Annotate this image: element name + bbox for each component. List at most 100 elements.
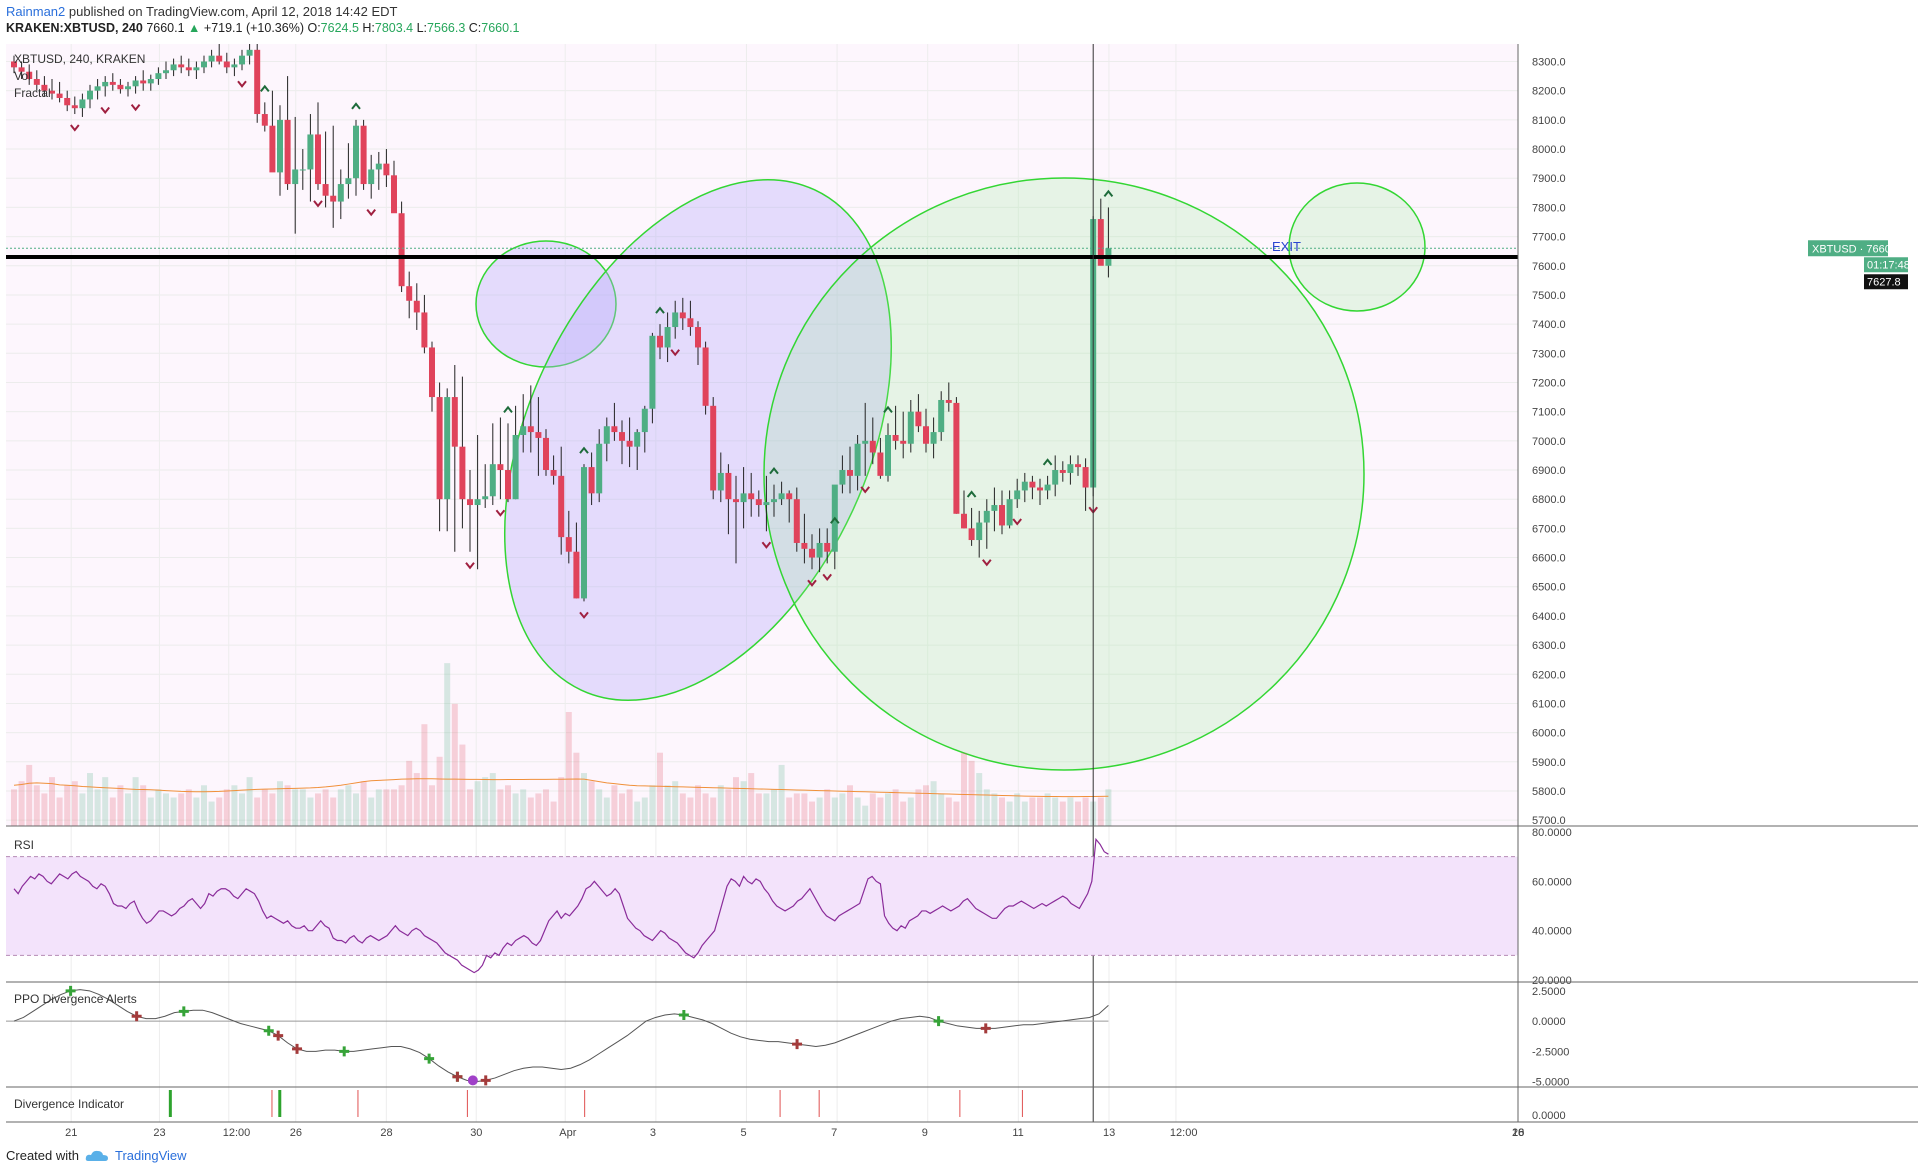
ppo-bullish-cross-icon (263, 1025, 274, 1036)
ppo-bullish-cross-icon (678, 1010, 689, 1021)
price-tick-label: 6000.0 (1532, 728, 1566, 740)
high-value: 7803.4 (374, 21, 414, 35)
candle-body (353, 125, 359, 179)
candle-body (429, 347, 435, 398)
volume-bar (375, 789, 382, 826)
volume-bar (877, 797, 884, 826)
ppo-bullish-cross-icon (424, 1053, 435, 1064)
volume-bar (201, 785, 207, 826)
time-tick-label: 13 (1103, 1127, 1115, 1139)
volume-bar (1029, 797, 1036, 826)
fractal-up-icon (1042, 458, 1053, 466)
volume-bar (436, 756, 443, 826)
candle-body (900, 440, 907, 444)
volume-bar (231, 785, 238, 826)
volume-bar (94, 789, 101, 826)
price-tick-label: 6300.0 (1532, 640, 1566, 652)
candle-body (581, 467, 587, 599)
fractal-down-icon (860, 486, 870, 494)
candle-body (558, 475, 565, 538)
candle-body (641, 408, 648, 433)
candle-body (140, 80, 147, 84)
fractal-up-icon (579, 446, 589, 454)
volume-bar (254, 797, 261, 826)
volume-bar (892, 789, 899, 826)
candle-body (1014, 490, 1021, 500)
candle-body (535, 432, 542, 438)
candle-body (816, 542, 823, 558)
volume-bar (778, 764, 785, 826)
candle-body (1037, 487, 1043, 491)
candle-body (892, 435, 899, 441)
candle-body (109, 81, 116, 85)
volume-bar (763, 793, 770, 826)
volume-bar (687, 797, 694, 826)
candle-body (611, 426, 618, 433)
candle-body (702, 347, 709, 406)
volume-bar (421, 724, 428, 826)
volume-bar (413, 773, 420, 826)
candle-body (885, 435, 891, 476)
volume-bar (497, 789, 504, 826)
time-tick-label: 11 (1012, 1127, 1023, 1139)
author-link[interactable]: Rainman2 (6, 4, 66, 19)
time-tick-label: Apr (559, 1127, 576, 1139)
volume-bar (1082, 797, 1089, 826)
ppo-bearish-cross-icon (131, 1011, 142, 1022)
ppo-tick-label: -2.5000 (1532, 1046, 1569, 1058)
fractal-up-icon (503, 405, 513, 413)
tradingview-cloud-icon (85, 1150, 108, 1161)
candle-body (337, 184, 344, 202)
footer-brand[interactable]: TradingView (114, 1148, 187, 1163)
volume-bar (672, 781, 679, 826)
time-tick-label: 28 (380, 1127, 392, 1139)
candle-body (398, 213, 405, 287)
candle-body (801, 542, 808, 549)
time-tick-label: 20 (1512, 1127, 1524, 1139)
candle-body (1021, 481, 1028, 491)
volume-bar (657, 752, 663, 826)
footer: Created with TradingView (6, 1148, 187, 1163)
candle-body (299, 169, 306, 171)
volume-bar (930, 781, 937, 826)
rsi-pane-label: RSI (14, 838, 35, 852)
candle-body (261, 114, 268, 126)
price-tick-label: 6900.0 (1532, 465, 1566, 477)
candle-body (930, 432, 937, 444)
volume-bar (246, 777, 253, 826)
candle-body (284, 119, 291, 185)
price-tick-label: 8000.0 (1532, 144, 1566, 156)
fractal-down-icon (579, 611, 589, 619)
symbol-ohlc: KRAKEN:XBTUSD, 240 7660.1 ▲ +719.1 (+10.… (6, 21, 520, 35)
volume-bar (337, 789, 344, 826)
ppo-tick-label: 0.0000 (1532, 1016, 1566, 1028)
candle-body (254, 49, 261, 115)
candle-body (375, 163, 382, 170)
fractal-down-icon (495, 509, 506, 517)
ppo-bullish-cross-icon (178, 1006, 189, 1017)
volume-bar (353, 793, 359, 826)
volume-bar (520, 789, 527, 826)
volume-bar (429, 785, 435, 826)
candle-body (322, 184, 329, 196)
volume-bar (702, 793, 709, 826)
candle-body (368, 169, 375, 185)
candle-body (505, 470, 511, 500)
volume-bar (1059, 801, 1066, 826)
candle-body (497, 464, 504, 471)
volume-bar (11, 789, 17, 826)
fractal-up-icon (769, 467, 779, 475)
price-tick-label: 7900.0 (1532, 173, 1566, 185)
candle-body (755, 499, 762, 506)
volume-bar (1044, 793, 1051, 826)
candle-body (619, 432, 625, 441)
volume-bar (755, 793, 762, 826)
volume-bar (847, 785, 853, 826)
time-tick-label: 5 (740, 1127, 746, 1139)
volume-bar (239, 793, 245, 826)
candle-body (155, 73, 162, 80)
volume-bar (140, 785, 147, 826)
candle-body (763, 502, 770, 506)
candle-body (596, 443, 603, 494)
